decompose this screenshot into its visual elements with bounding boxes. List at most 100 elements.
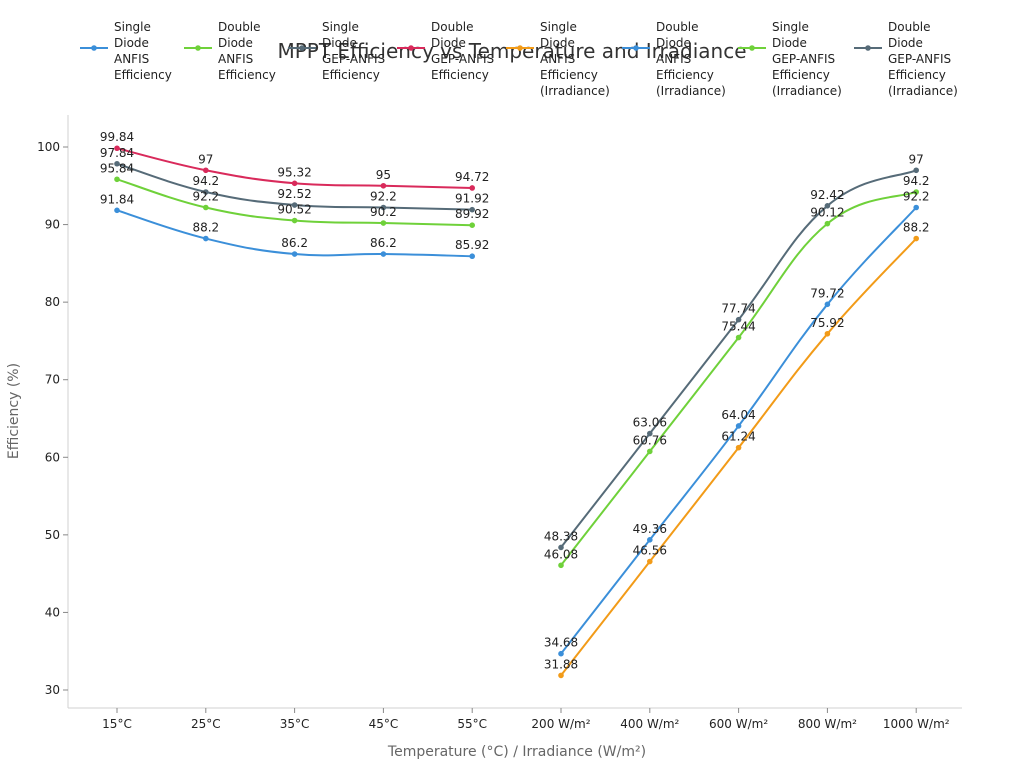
series-line-8 [560, 169, 917, 549]
data-label: 94.2 [903, 174, 930, 188]
data-label: 88.2 [903, 221, 930, 235]
legend-marker [749, 45, 755, 51]
data-label: 79.72 [810, 286, 844, 300]
data-label: 77.74 [721, 302, 755, 316]
data-label: 46.56 [633, 544, 667, 558]
legend-marker [865, 45, 871, 51]
y-tick-label: 80 [45, 295, 60, 309]
y-tick-label: 60 [45, 450, 60, 464]
legend-entry: Double Diode ANFIS Efficiency [218, 20, 276, 82]
chart-title: MPPT Efficiency vs Temperature and Irrad… [277, 39, 746, 63]
x-tick-label: 35°C [280, 717, 310, 731]
data-label: 90.2 [370, 205, 397, 219]
x-tick-label: 45°C [369, 717, 399, 731]
y-tick-label: 100 [37, 140, 60, 154]
data-label: 86.2 [281, 236, 308, 250]
y-tick-label: 40 [45, 605, 60, 619]
data-label: 95 [376, 168, 391, 182]
data-point [203, 235, 209, 242]
data-point [469, 222, 476, 228]
data-point [114, 145, 120, 152]
x-tick-label: 1000 W/m² [883, 717, 950, 731]
data-point [469, 206, 476, 213]
legend-entry: Single Diode GEP-ANFIS Efficiency [322, 20, 385, 82]
data-point [291, 180, 298, 187]
legend-entry: Single Diode GEP-ANFIS Efficiency (Irradianc… [772, 20, 842, 98]
legend-marker [91, 45, 97, 51]
data-label: 63.06 [633, 416, 667, 430]
data-label: 99.84 [100, 130, 134, 144]
data-point [735, 444, 742, 451]
data-label: 94.72 [455, 170, 489, 184]
data-point [380, 220, 387, 226]
legend: Single Diode ANFIS Efficiency Double Diode ANF… [80, 20, 958, 98]
data-label: 85.92 [455, 238, 489, 252]
x-axis-title: Temperature (°C) / Irradiance (W/m²) [387, 744, 646, 760]
x-tick-label: 200 W/m² [531, 717, 590, 731]
data-label: 91.92 [455, 192, 489, 206]
y-tick-label: 30 [45, 683, 60, 697]
legend-entry: Double Diode ANFIS Efficiency (Irradiance) [656, 20, 726, 98]
legend-marker [633, 45, 639, 51]
data-label: 90.52 [277, 203, 311, 217]
series-line-7 [560, 191, 917, 566]
data-point [913, 235, 919, 242]
data-label: 90.12 [810, 206, 844, 220]
data-point [114, 160, 120, 167]
data-point [291, 217, 298, 224]
legend-marker [195, 45, 201, 51]
data-point [824, 220, 831, 227]
data-point [114, 176, 120, 183]
data-point [114, 207, 120, 214]
data-point [469, 253, 476, 260]
data-point [558, 650, 564, 657]
x-tick-label: 15°C [102, 717, 132, 731]
data-labels: 91.84 88.2 86.2 86.2 85.92 95.84 92.2 90.52 90.2… [100, 130, 930, 671]
legend-entry: Single Diode ANFIS Efficiency [114, 20, 172, 82]
data-label: 92.52 [277, 187, 311, 201]
x-tick-label: 600 W/m² [709, 717, 768, 731]
data-point [824, 330, 831, 337]
data-label: 89.92 [455, 207, 489, 221]
y-tick-label: 50 [45, 528, 60, 542]
chart-axes: 30 40 50 60 70 80 90 100 15°C 25°C 35°C 45°C 55°C 200… [37, 115, 962, 731]
series-lines [114, 145, 919, 679]
x-tick-label: 25°C [191, 717, 221, 731]
legend-entry: Single Diode ANFIS Efficiency (Irradiance) [540, 20, 610, 98]
data-point [735, 316, 742, 323]
legend-entry: Double Diode GEP-ANFIS Efficiency [431, 20, 494, 82]
data-label: 92.2 [192, 190, 219, 204]
data-point [647, 537, 653, 543]
legend-marker [299, 45, 305, 51]
data-point [735, 423, 742, 429]
legend-marker [517, 45, 523, 51]
data-label: 48.38 [544, 529, 578, 543]
data-point [203, 167, 209, 174]
legend-entry: Double Diode GEP-ANFIS Efficiency (Irradianc… [888, 20, 958, 98]
data-point [558, 562, 564, 569]
y-axis-title: Efficiency (%) [6, 363, 22, 459]
x-tick-label: 55°C [457, 717, 487, 731]
data-label: 92.2 [903, 190, 930, 204]
data-point [380, 204, 387, 211]
data-point [647, 448, 653, 455]
data-point [913, 167, 919, 174]
data-label: 31.88 [544, 657, 578, 671]
data-point [735, 334, 742, 341]
data-point [291, 202, 298, 208]
legend-marker [408, 45, 414, 51]
data-label: 92.2 [370, 190, 397, 204]
data-label: 75.44 [721, 320, 755, 334]
data-point [203, 204, 209, 211]
data-label: 97.84 [100, 146, 134, 160]
data-label: 46.08 [544, 547, 578, 561]
data-point [647, 558, 653, 565]
data-label: 95.32 [277, 165, 311, 179]
data-label: 64.04 [721, 408, 755, 422]
data-point [824, 202, 831, 209]
data-label: 60.76 [633, 433, 667, 447]
data-point [558, 672, 564, 679]
data-label: 91.84 [100, 192, 134, 206]
data-point [824, 301, 831, 308]
